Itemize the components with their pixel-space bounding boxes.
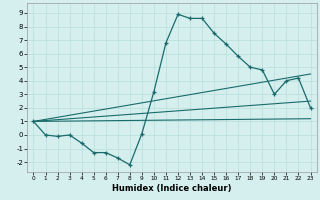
X-axis label: Humidex (Indice chaleur): Humidex (Indice chaleur) <box>112 184 232 193</box>
